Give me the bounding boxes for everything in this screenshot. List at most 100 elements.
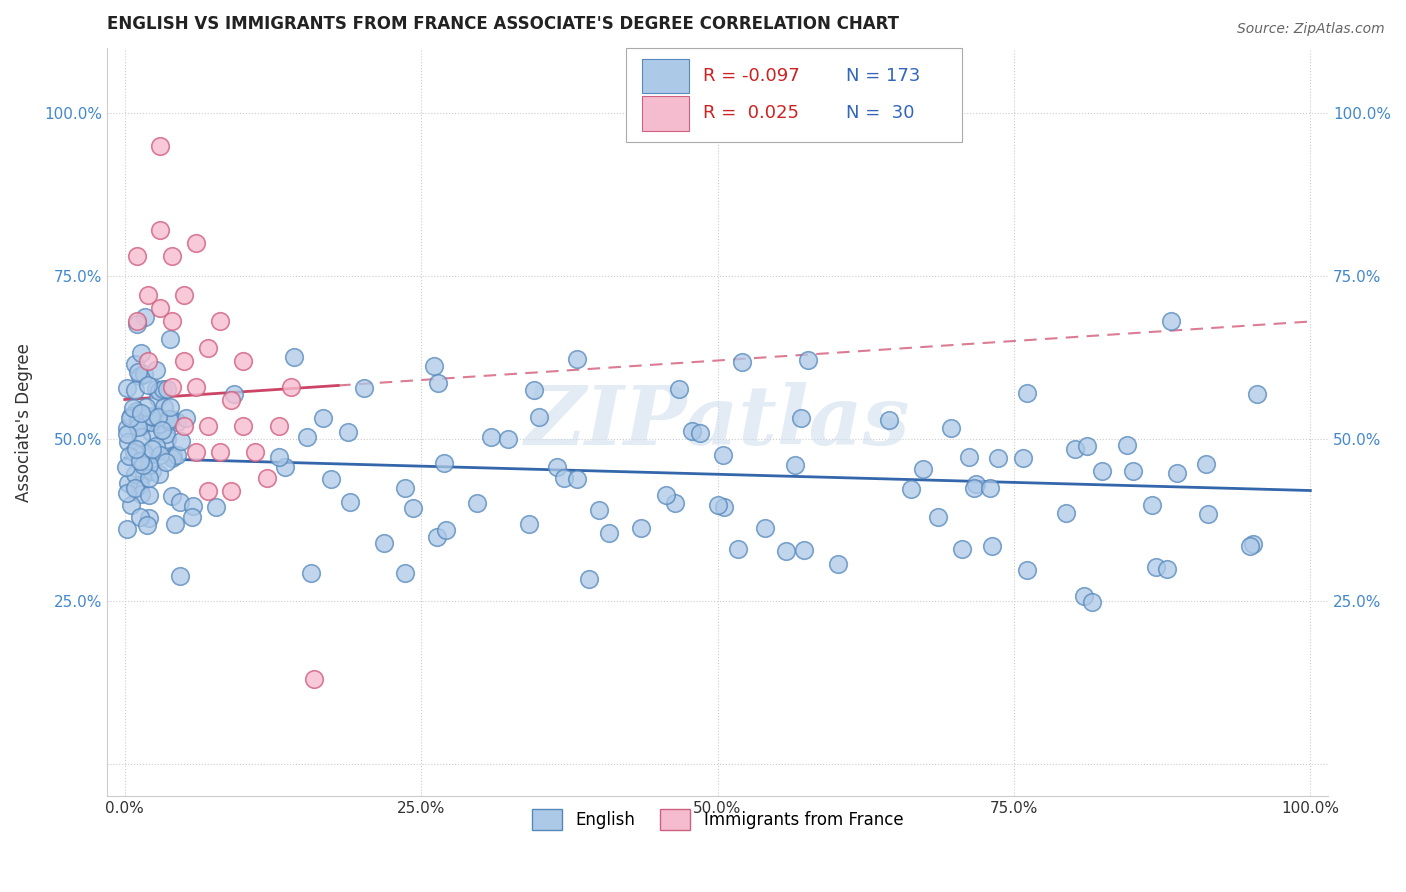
Point xyxy=(1073,589,1095,603)
Point xyxy=(1246,387,1268,401)
Point xyxy=(423,359,446,373)
Point xyxy=(173,418,195,433)
Point xyxy=(132,458,155,472)
Point xyxy=(118,450,141,464)
Point xyxy=(134,367,156,381)
Point xyxy=(957,450,980,464)
Point xyxy=(965,477,987,491)
Point xyxy=(129,405,152,419)
Point xyxy=(727,541,749,556)
Text: N =  30: N = 30 xyxy=(846,104,914,122)
Point xyxy=(912,462,935,476)
Point xyxy=(197,483,219,498)
Point xyxy=(754,521,776,535)
Point xyxy=(138,510,160,524)
Point xyxy=(132,467,155,482)
Point xyxy=(122,401,145,416)
Point xyxy=(426,376,449,390)
Point xyxy=(149,139,172,153)
Point xyxy=(115,459,138,474)
Point xyxy=(224,387,246,401)
Point xyxy=(162,449,184,463)
Point xyxy=(707,498,730,512)
Point xyxy=(775,544,797,558)
Point xyxy=(319,472,342,486)
Point xyxy=(184,379,207,393)
Point xyxy=(655,487,678,501)
Point xyxy=(297,429,319,443)
Point xyxy=(827,557,849,571)
FancyBboxPatch shape xyxy=(626,48,962,142)
Point xyxy=(129,454,152,468)
Point xyxy=(148,467,170,482)
Point xyxy=(141,442,163,457)
Point xyxy=(160,250,183,264)
Point xyxy=(208,314,231,328)
Point xyxy=(1156,562,1178,576)
Point xyxy=(155,455,177,469)
Point xyxy=(299,566,322,580)
Point xyxy=(565,352,588,367)
Point xyxy=(339,495,361,509)
Y-axis label: Associate's Degree: Associate's Degree xyxy=(15,343,32,501)
Point xyxy=(402,501,425,516)
Point xyxy=(139,409,162,423)
Point xyxy=(148,391,170,405)
Point xyxy=(134,446,156,460)
Point xyxy=(434,523,457,537)
Point xyxy=(159,332,181,346)
Point xyxy=(120,409,142,423)
Point xyxy=(138,458,160,472)
Point xyxy=(980,539,1002,553)
Point xyxy=(159,400,181,414)
Point xyxy=(124,481,146,495)
Point xyxy=(129,346,152,360)
Point xyxy=(115,421,138,435)
Point xyxy=(155,426,177,441)
Point xyxy=(115,427,138,442)
Point xyxy=(373,535,395,549)
Text: ZIPatlas: ZIPatlas xyxy=(524,383,910,462)
Point xyxy=(711,448,734,462)
Point xyxy=(160,379,183,393)
Point xyxy=(267,418,290,433)
Point xyxy=(127,405,149,419)
Point xyxy=(465,495,488,509)
Point xyxy=(173,288,195,302)
Point xyxy=(578,572,600,586)
Point xyxy=(267,450,290,464)
Text: R =  0.025: R = 0.025 xyxy=(703,104,799,122)
Point xyxy=(793,543,815,558)
Legend: English, Immigrants from France: English, Immigrants from France xyxy=(526,803,910,837)
Point xyxy=(1144,560,1167,574)
Point xyxy=(181,500,204,514)
Point xyxy=(232,353,254,368)
Point xyxy=(149,448,172,462)
Point xyxy=(1054,506,1077,520)
Point xyxy=(165,517,187,532)
Point xyxy=(138,487,160,501)
Point xyxy=(479,430,502,444)
Point xyxy=(1239,539,1261,553)
Point xyxy=(681,424,703,438)
Point xyxy=(208,444,231,458)
Point xyxy=(170,434,193,448)
Point xyxy=(128,510,150,524)
Point xyxy=(274,459,297,474)
Point xyxy=(145,439,167,453)
Text: R = -0.097: R = -0.097 xyxy=(703,67,800,85)
Point xyxy=(668,382,690,396)
Point xyxy=(129,368,152,383)
Point xyxy=(630,521,652,535)
Point xyxy=(149,301,172,316)
Point xyxy=(353,380,375,394)
Point xyxy=(184,444,207,458)
Point xyxy=(156,382,179,396)
Point xyxy=(138,288,160,302)
Point xyxy=(1195,457,1218,471)
Point xyxy=(174,410,197,425)
Point xyxy=(124,444,146,458)
Point xyxy=(496,432,519,446)
Point xyxy=(927,510,949,524)
Point xyxy=(136,518,159,533)
